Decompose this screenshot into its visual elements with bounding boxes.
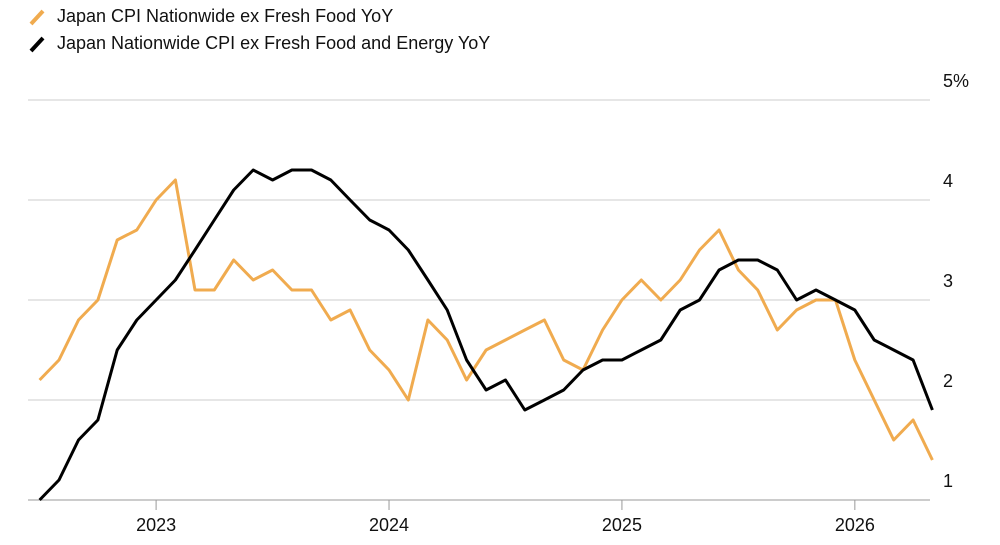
x-tick-label: 2025 [602,515,642,535]
legend-swatch [29,36,45,53]
legend-label: Japan CPI Nationwide ex Fresh Food YoY [57,6,393,26]
x-tick-label: 2024 [369,515,409,535]
x-tick-label: 2026 [835,515,875,535]
series-line [38,168,934,502]
x-tick-label: 2023 [136,515,176,535]
y-tick-label: 5% [943,71,969,91]
legend-swatch [29,9,45,26]
series-line [38,178,934,461]
y-tick-label: 4 [943,171,953,191]
y-tick-label: 2 [943,371,953,391]
y-tick-label: 3 [943,271,953,291]
legend-label: Japan Nationwide CPI ex Fresh Food and E… [57,33,490,53]
y-tick-label: 1 [943,471,953,491]
